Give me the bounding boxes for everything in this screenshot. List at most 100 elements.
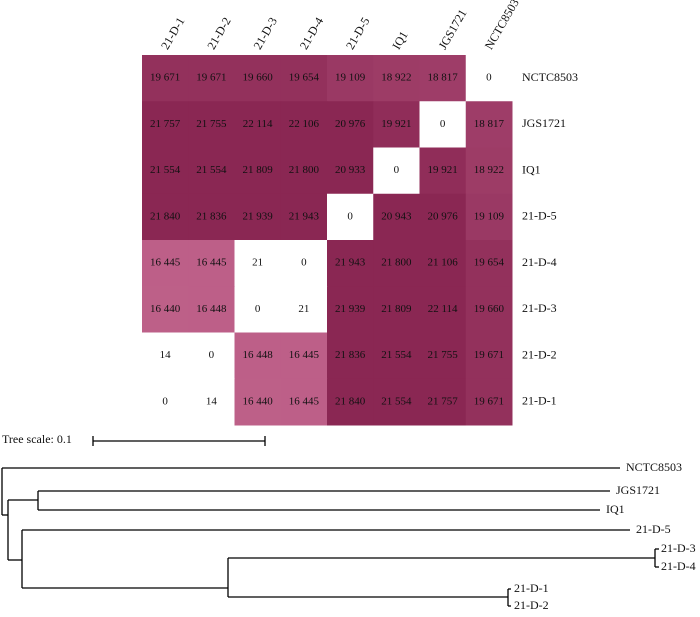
cell xyxy=(465,378,513,426)
cell-label: 21 554 xyxy=(196,164,227,176)
cell xyxy=(280,286,328,333)
cell xyxy=(465,332,513,380)
cell-label: 19 654 xyxy=(474,257,505,269)
row-label: JGS1721 xyxy=(522,116,566,130)
cell-label: 21 840 xyxy=(335,395,366,407)
cell-label: 21 554 xyxy=(381,395,412,407)
leaf-label: 21-D-2 xyxy=(514,598,549,612)
cell-label: 19 660 xyxy=(243,72,274,84)
cell-label: 19 671 xyxy=(196,72,226,84)
leaf-label: JGS1721 xyxy=(616,483,660,497)
cell-label: 19 921 xyxy=(428,164,458,176)
cell xyxy=(142,286,189,333)
cell xyxy=(419,147,467,195)
cell-label: 16 445 xyxy=(150,257,181,269)
column-label: 21-D-5 xyxy=(343,15,372,52)
cell-label: 21 755 xyxy=(196,118,227,130)
row-label: 21-D-4 xyxy=(522,255,557,269)
cell-label: 21 554 xyxy=(150,164,181,176)
cell xyxy=(373,332,420,380)
row-label: 21-D-3 xyxy=(522,301,557,315)
leaf-label: 21-D-5 xyxy=(636,522,671,536)
cell-label: 21 840 xyxy=(150,210,181,222)
cell xyxy=(465,147,513,195)
cell xyxy=(419,332,467,380)
heatmap xyxy=(142,55,513,426)
cell xyxy=(142,101,189,148)
cell-label: 21 809 xyxy=(243,164,274,176)
cell xyxy=(142,240,189,287)
cell xyxy=(465,55,513,102)
cell xyxy=(142,193,189,241)
cell xyxy=(188,240,235,287)
tree-scale-label: Tree scale: 0.1 xyxy=(2,432,72,446)
row-label: IQ1 xyxy=(522,162,541,176)
cell-label: 21 xyxy=(298,303,309,315)
leaf-label: IQ1 xyxy=(606,502,625,516)
cell-label: 16 448 xyxy=(243,349,274,361)
cell-label: 16 445 xyxy=(196,257,227,269)
column-label: IQ1 xyxy=(389,29,410,52)
cell-label: 20 976 xyxy=(428,210,459,222)
cell-label: 21 757 xyxy=(428,395,459,407)
cell-label: 19 654 xyxy=(289,72,320,84)
cell-label: 21 836 xyxy=(196,210,227,222)
cell xyxy=(465,193,513,241)
tree xyxy=(1,436,659,607)
cell xyxy=(142,378,189,426)
cell xyxy=(327,147,374,195)
cell xyxy=(280,101,328,148)
cell xyxy=(188,101,235,148)
cell xyxy=(234,286,282,333)
cell xyxy=(142,147,189,195)
cell-label: 22 106 xyxy=(289,118,320,130)
cell xyxy=(142,332,189,380)
cell-label: 14 xyxy=(206,395,218,407)
cell xyxy=(280,240,328,287)
cell xyxy=(465,240,513,287)
cell-label: 0 xyxy=(162,395,168,407)
cell-label: 20 943 xyxy=(381,210,412,222)
cell-label: 16 440 xyxy=(243,395,274,407)
cell xyxy=(373,286,420,333)
column-label: 21-D-2 xyxy=(204,15,233,52)
cell xyxy=(142,55,189,102)
cell xyxy=(188,378,235,426)
cell xyxy=(327,240,374,287)
cell-label: 19 671 xyxy=(474,395,504,407)
cell xyxy=(419,286,467,333)
column-label: 21-D-3 xyxy=(250,15,279,52)
leaf-label: 21-D-4 xyxy=(661,559,696,573)
cell xyxy=(188,332,235,380)
cell-label: 19 660 xyxy=(474,303,505,315)
cell xyxy=(373,147,420,195)
cell-label: 21 943 xyxy=(335,257,366,269)
cell xyxy=(234,55,282,102)
cell-label: 21 943 xyxy=(289,210,320,222)
cell-label: 21 836 xyxy=(335,349,366,361)
cell xyxy=(280,147,328,195)
cell-label: 22 114 xyxy=(428,303,458,315)
cell xyxy=(280,332,328,380)
cell xyxy=(419,378,467,426)
cell-label: 16 445 xyxy=(289,395,320,407)
cell xyxy=(234,147,282,195)
leaf-label: 21-D-1 xyxy=(514,581,549,595)
cell xyxy=(327,101,374,148)
cell xyxy=(419,55,467,102)
cell xyxy=(188,193,235,241)
cell-label: 21 809 xyxy=(381,303,412,315)
cell xyxy=(373,240,420,287)
cell-label: 0 xyxy=(209,349,215,361)
cell-label: 21 939 xyxy=(243,210,274,222)
cell xyxy=(465,101,513,148)
row-label: 21-D-2 xyxy=(522,347,557,361)
cell-label: 18 817 xyxy=(474,118,505,130)
cell-label: 16 445 xyxy=(289,349,320,361)
cell-label: 0 xyxy=(301,257,307,269)
column-label: 21-D-1 xyxy=(158,15,187,52)
cell xyxy=(327,378,374,426)
cell-label: 20 976 xyxy=(335,118,366,130)
cell xyxy=(280,55,328,102)
cell-label: 19 671 xyxy=(474,349,504,361)
